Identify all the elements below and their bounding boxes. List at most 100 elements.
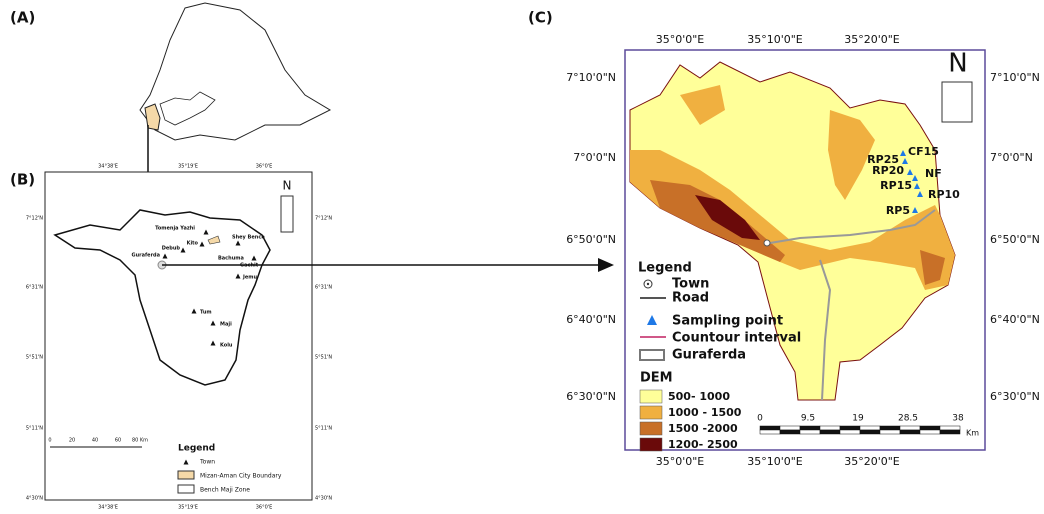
legend-item: 1200- 2500 bbox=[668, 438, 738, 451]
town-label: Gachit bbox=[240, 263, 259, 269]
north-label: N bbox=[283, 179, 292, 193]
figure: (A)(B)(C)7°12'N7°12'N6°31'N6°31'N5°51'N5… bbox=[0, 0, 1044, 514]
scale-bar bbox=[840, 430, 860, 434]
lat-label: 7°12'N bbox=[315, 216, 332, 222]
scale-label: 9.5 bbox=[801, 414, 815, 424]
legend-item: 500- 1000 bbox=[668, 390, 730, 403]
scale-bar bbox=[880, 430, 900, 434]
north-label: N bbox=[948, 49, 967, 79]
lat-label: 6°31'N bbox=[26, 285, 43, 291]
sampling-label: RP20 bbox=[872, 164, 904, 177]
sampling-label: RP5 bbox=[886, 204, 910, 217]
legend-symbol bbox=[647, 283, 649, 285]
lon-label: 36°0'E bbox=[256, 164, 273, 170]
scale-label: 40 bbox=[92, 438, 98, 444]
panel-label: (B) bbox=[10, 171, 35, 189]
lon-label: 35°10'0"E bbox=[747, 33, 803, 46]
scale-bar bbox=[820, 430, 840, 434]
scale-bar bbox=[820, 426, 840, 430]
legend-title: Legend bbox=[638, 261, 692, 276]
scale-label: 0 bbox=[48, 438, 51, 444]
legend-item: Town bbox=[199, 459, 215, 466]
lat-label: 6°30'0"N bbox=[990, 390, 1040, 403]
legend-item: Countour interval bbox=[672, 331, 801, 346]
lat-label: 5°51'N bbox=[315, 355, 332, 361]
lat-label: 4°30'N bbox=[26, 496, 43, 502]
town-label: Bachuma bbox=[218, 256, 244, 262]
scale-label: 28.5 bbox=[898, 414, 918, 424]
scale-bar bbox=[900, 430, 920, 434]
town-label: Shey Bench bbox=[232, 235, 265, 241]
legend-swatch bbox=[640, 390, 662, 403]
lat-label: 4°30'N bbox=[315, 496, 332, 502]
lon-label: 35°0'0"E bbox=[656, 33, 705, 46]
legend-symbol bbox=[640, 350, 664, 360]
town-marker bbox=[764, 240, 770, 246]
lat-label: 6°40'0"N bbox=[566, 313, 616, 326]
town-label: Tomenja Yazhi bbox=[155, 226, 195, 232]
town-label: Jemu bbox=[242, 275, 257, 281]
scale-bar bbox=[860, 426, 880, 430]
panel-label: (C) bbox=[528, 9, 553, 27]
sampling-label: RP10 bbox=[928, 188, 960, 201]
arrow-head bbox=[598, 258, 614, 272]
lat-label: 6°50'0"N bbox=[990, 233, 1040, 246]
scale-bar bbox=[780, 426, 800, 430]
scale-bar bbox=[760, 430, 780, 434]
town-label: Kolu bbox=[220, 343, 233, 349]
scale-label: 60 bbox=[115, 438, 121, 444]
scale-bar bbox=[780, 430, 800, 434]
country-outline bbox=[140, 3, 330, 140]
page: (A)(B)(C)7°12'N7°12'N6°31'N6°31'N5°51'N5… bbox=[0, 0, 1044, 514]
lon-label: 36°0'E bbox=[256, 505, 273, 511]
sampling-label: CF15 bbox=[908, 145, 939, 158]
scale-label: 38 bbox=[952, 414, 964, 424]
scale-bar bbox=[920, 426, 940, 430]
lat-label: 7°10'0"N bbox=[990, 71, 1040, 84]
lat-label: 5°11'N bbox=[26, 426, 43, 432]
town-label: Tum bbox=[200, 310, 212, 316]
scale-label: 19 bbox=[852, 414, 864, 424]
legend-swatch bbox=[640, 406, 662, 419]
legend-item: Guraferda bbox=[672, 348, 746, 363]
lon-label: 35°19'E bbox=[178, 505, 198, 511]
town-label: Guraferda bbox=[132, 253, 161, 259]
lon-label: 34°38'E bbox=[98, 164, 118, 170]
scale-bar bbox=[800, 426, 820, 430]
lon-label: 34°38'E bbox=[98, 505, 118, 511]
panel-label: (A) bbox=[10, 9, 35, 27]
sampling-label: RP15 bbox=[880, 179, 912, 192]
lon-label: 35°20'0"E bbox=[844, 455, 900, 468]
sampling-label: NF bbox=[925, 167, 942, 180]
legend-item: Town bbox=[672, 277, 709, 292]
lat-label: 5°51'N bbox=[26, 355, 43, 361]
legend-title: DEM bbox=[640, 371, 673, 386]
lat-label: 6°50'0"N bbox=[566, 233, 616, 246]
lon-label: 35°19'E bbox=[178, 164, 198, 170]
lat-label: 7°0'0"N bbox=[990, 151, 1033, 164]
scale-bar bbox=[840, 426, 860, 430]
lon-label: 35°0'0"E bbox=[656, 455, 705, 468]
town-label: Kito bbox=[187, 241, 199, 247]
lat-label: 6°40'0"N bbox=[990, 313, 1040, 326]
legend-item: Mizan-Aman City Boundary bbox=[200, 473, 282, 480]
legend-item: 1000 - 1500 bbox=[668, 406, 742, 419]
legend-item: Sampling point bbox=[672, 314, 783, 329]
scale-bar bbox=[800, 430, 820, 434]
lat-label: 7°0'0"N bbox=[573, 151, 616, 164]
legend-swatch bbox=[178, 471, 194, 479]
lon-label: 35°20'0"E bbox=[844, 33, 900, 46]
lat-label: 5°11'N bbox=[315, 426, 332, 432]
lon-label: 35°10'0"E bbox=[747, 455, 803, 468]
legend-item: Bench Maji Zone bbox=[200, 487, 250, 494]
legend-item: Road bbox=[672, 291, 709, 306]
legend-swatch bbox=[640, 422, 662, 435]
town-label: Debub bbox=[162, 246, 181, 252]
legend-swatch bbox=[178, 485, 194, 493]
scale-bar bbox=[860, 430, 880, 434]
scale-bar bbox=[880, 426, 900, 430]
lat-label: 6°31'N bbox=[315, 285, 332, 291]
scale-unit: Km bbox=[966, 429, 979, 438]
scale-label: 20 bbox=[69, 438, 75, 444]
scale-bar bbox=[940, 430, 960, 434]
